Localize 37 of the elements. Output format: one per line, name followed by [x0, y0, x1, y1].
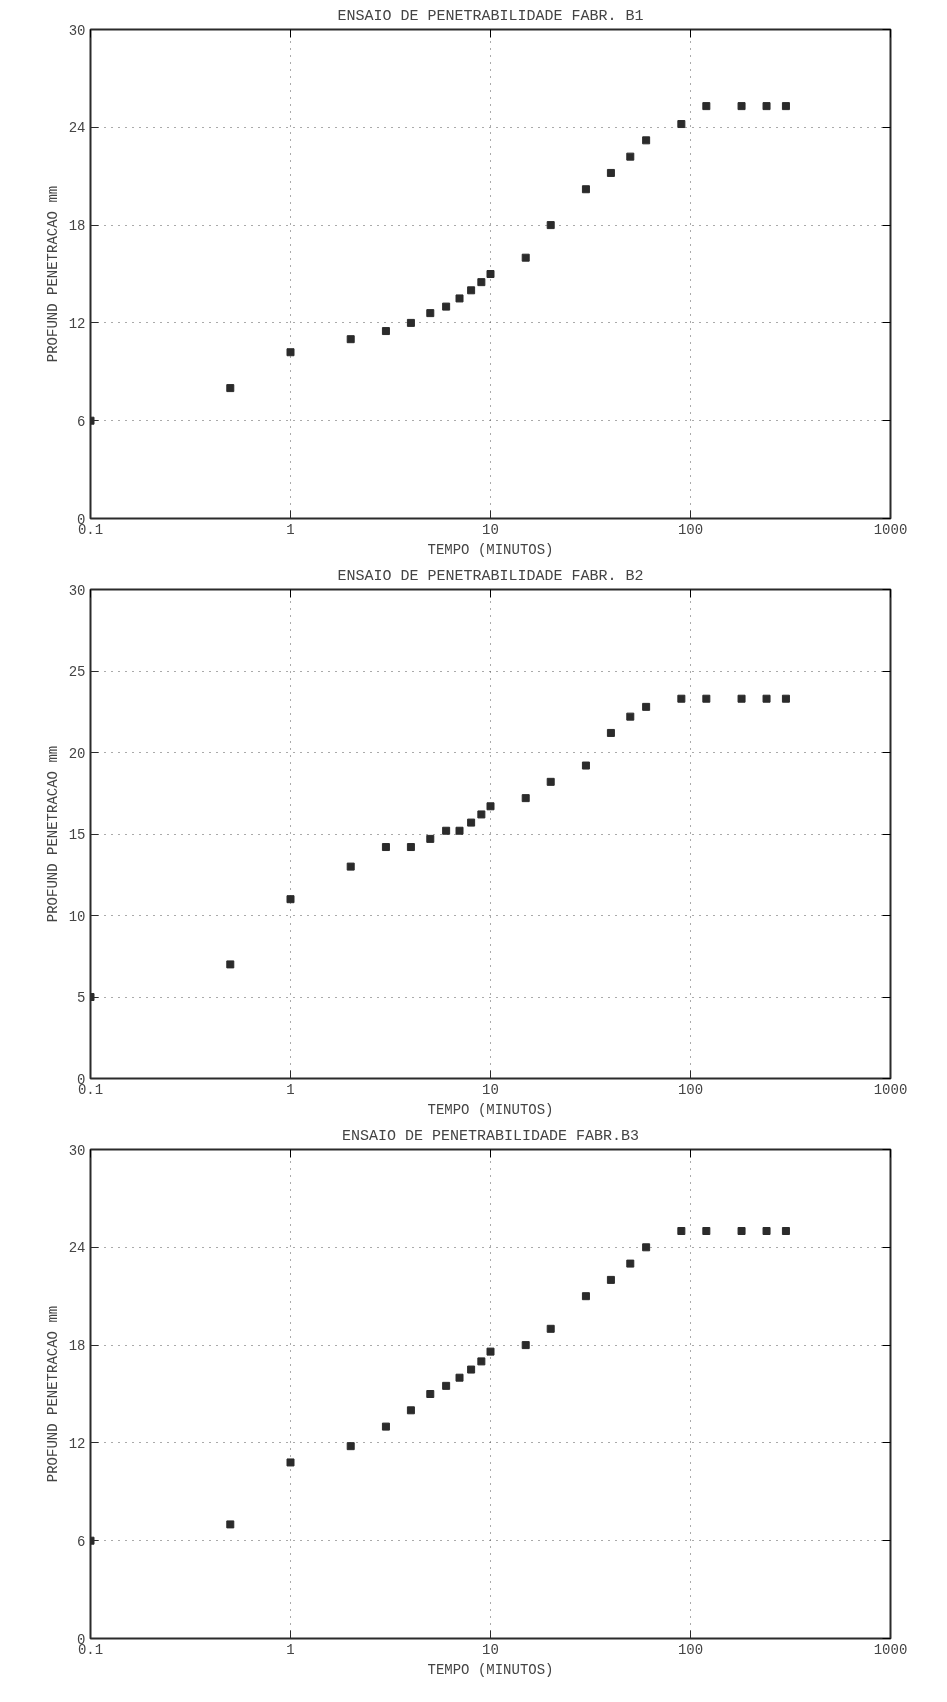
y-tick-label: 25 — [68, 664, 86, 680]
x-tick-label: 1000 — [873, 521, 908, 538]
y-tick-label: 18 — [68, 218, 86, 235]
x-tick-label: 1 — [286, 1081, 295, 1098]
y-tick-label: 12 — [68, 1435, 86, 1452]
y-tick-label: 6 — [77, 413, 86, 430]
y-axis-title: PROFUND PENETRACAO mm — [44, 745, 61, 923]
y-tick-label: 24 — [68, 120, 86, 137]
y-tick-label: 30 — [68, 22, 86, 39]
y-tick-label: 10 — [68, 908, 86, 925]
x-tick-label: 100 — [677, 521, 704, 538]
x-tick-label: 1 — [286, 521, 295, 538]
chart-title: ENSAIO DE PENETRABILIDADE FABR. B1 — [337, 7, 644, 25]
y-tick-label: 18 — [68, 1338, 86, 1355]
x-tick-label: 1000 — [873, 1081, 908, 1098]
x-tick-label: 10 — [482, 1081, 499, 1098]
y-axis-title: PROFUND PENETRACAO mm — [44, 1305, 61, 1483]
chart-title: ENSAIO DE PENETRABILIDADE FABR. B2 — [337, 567, 644, 585]
y-tick-label: 20 — [68, 745, 86, 762]
y-tick-label: 5 — [77, 990, 86, 1006]
x-axis-title: TEMPO (MINUTOS) — [427, 1101, 554, 1118]
chart-title: ENSAIO DE PENETRABILIDADE FABR.B3 — [341, 1127, 640, 1145]
x-tick-label: 10 — [482, 1641, 499, 1658]
y-tick-label: 30 — [68, 1142, 86, 1159]
x-tick-label: 100 — [677, 1081, 704, 1098]
x-axis-title: TEMPO (MINUTOS) — [427, 541, 554, 558]
y-axis-title: PROFUND PENETRACAO mm — [44, 185, 61, 363]
x-axis-title: TEMPO (MINUTOS) — [427, 1661, 554, 1678]
y-tick-label: 30 — [68, 582, 86, 599]
x-tick-label: 100 — [677, 1641, 704, 1658]
x-tick-label: 1000 — [873, 1641, 908, 1658]
y-tick-label: 24 — [68, 1240, 86, 1257]
x-tick-label: 1 — [286, 1641, 295, 1658]
y-tick-label: 12 — [68, 315, 86, 332]
y-tick-label: 6 — [77, 1533, 86, 1550]
x-tick-label: 10 — [482, 521, 499, 538]
y-tick-label: 15 — [68, 827, 86, 843]
